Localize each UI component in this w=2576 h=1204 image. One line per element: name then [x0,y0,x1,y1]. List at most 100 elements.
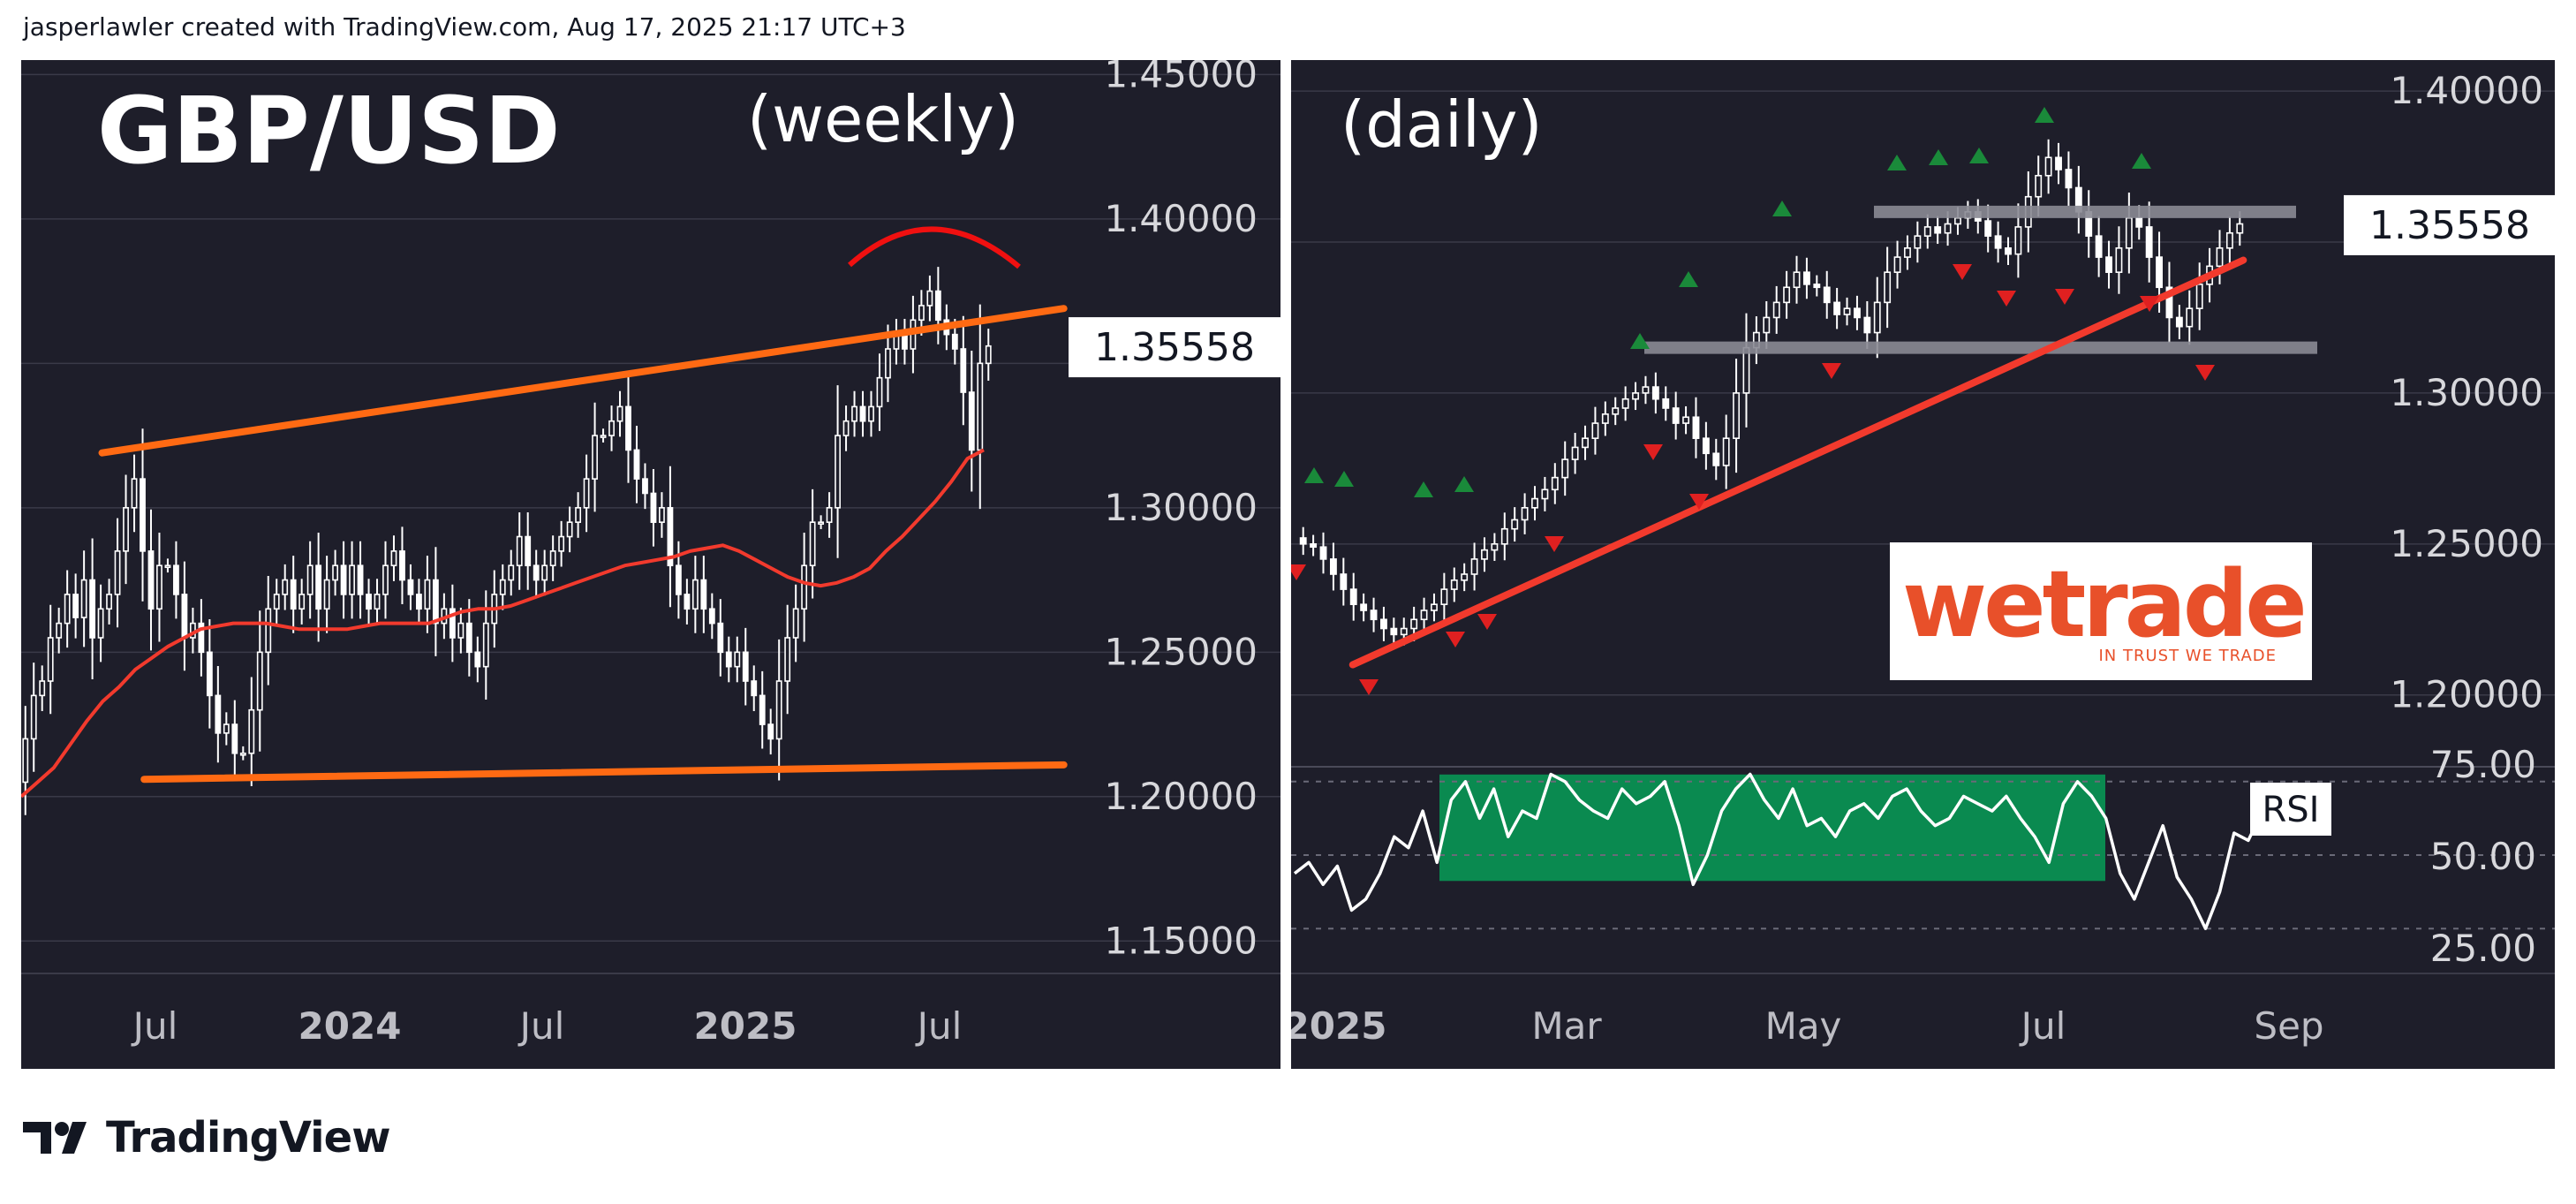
daily-candle [1914,235,1922,249]
daily-candle [2115,247,2123,273]
rsi-tick-label: 25.00 [2430,927,2536,970]
weekly-candle [717,622,724,654]
weekly-candle [700,579,707,610]
weekly-candle [708,608,715,625]
daily-candle [2125,216,2133,249]
rsi-tick-label: 75.00 [2430,743,2536,786]
daily-candle [1410,618,1418,630]
weekly-candle [72,594,79,618]
down-arrow-icon [1446,632,1465,647]
daily-chart-panel[interactable]: 1.400001.350001.300001.250001.20000(dail… [1291,60,2555,1069]
weekly-chart[interactable]: 1.450001.400001.350001.300001.250001.200… [21,60,1280,1069]
weekly-candle [508,564,515,581]
up-arrow-icon [1772,201,1792,216]
daily-candle [1682,416,1690,424]
daily-candle [1380,618,1387,630]
weekly-candle [89,579,96,639]
rsi-label: RSI [2262,790,2320,830]
daily-candle [2216,247,2224,268]
weekly-candle [918,305,925,322]
daily-candle [1420,610,1428,621]
weekly-candle [725,651,732,668]
down-arrow-icon [1291,564,1306,580]
daily-candle [2105,256,2112,273]
weekly-candle [541,564,548,581]
weekly-candle [659,507,665,523]
weekly-candle [934,290,941,322]
x-tick-label: Mar [1531,1004,1602,1048]
daily-candle [1310,543,1318,549]
trendline [1348,256,2247,669]
down-arrow-icon [1545,536,1564,552]
weekly-candle [349,564,355,595]
weekly-candle [575,507,582,523]
daily-candle [1712,452,1720,466]
daily-candle [1984,220,1992,237]
weekly-candle [39,680,46,697]
weekly-candle [625,405,631,451]
weekly-chart-panel[interactable]: 1.450001.400001.350001.300001.250001.200… [21,60,1280,1069]
up-arrow-icon [1630,333,1650,349]
weekly-candle [265,608,272,654]
daily-candle [1783,286,1791,304]
daily-candle [2236,223,2244,234]
weekly-candle [47,637,54,682]
tradingview-logo[interactable]: TradingView [23,1111,391,1164]
weekly-candle [64,594,71,625]
daily-candle [2145,226,2153,258]
weekly-candle [407,579,414,595]
weekly-candle [332,564,339,581]
up-arrow-icon [1887,155,1907,170]
weekly-candle [985,345,992,365]
daily-candle [1662,398,1670,409]
down-arrow-icon [1643,444,1663,460]
daily-candle [2035,175,2043,198]
daily-candle [1571,446,1579,460]
weekly-candle [801,564,808,610]
daily-candle [1481,549,1488,560]
weekly-candle [432,579,439,625]
weekly-candle [123,507,129,552]
weekly-candle [114,550,121,595]
weekly-candle [859,405,866,422]
daily-chart[interactable]: 1.400001.350001.300001.250001.20000(dail… [1291,60,2555,1069]
up-arrow-icon [1304,467,1324,483]
daily-candle [1621,398,1629,409]
weekly-candle [97,608,104,639]
down-arrow-icon [1689,494,1709,510]
daily-candle [1329,558,1337,575]
down-arrow-icon [1359,679,1379,695]
daily-candle [2044,156,2052,177]
daily-candle [1541,488,1549,500]
daily-candle [2195,284,2203,309]
weekly-candle [156,564,162,610]
weekly-candle [173,564,179,595]
weekly-candle [902,333,908,350]
weekly-candle [248,708,255,754]
weekly-candle [223,723,230,734]
daily-candle [1612,407,1620,415]
weekly-candle [164,564,171,569]
weekly-candle [851,405,857,422]
weekly-candle [691,579,699,610]
x-tick-label: Jul [2019,1004,2066,1048]
weekly-candle [675,564,682,595]
weekly-candle [374,594,381,610]
weekly-candle [960,348,967,393]
wetrade-wordmark: wetrade [1902,550,2308,658]
rsi-line [1293,772,2264,930]
daily-candle [1863,316,1871,334]
weekly-candle [742,651,749,682]
up-arrow-icon [1454,476,1474,492]
weekly-candle [198,622,205,654]
y-tick-label: 1.40000 [2390,69,2543,112]
weekly-candle [734,651,741,668]
weekly-candle [600,435,607,438]
weekly-candle [256,651,263,711]
weekly-candle [106,594,112,610]
daily-candle [1561,458,1569,479]
daily-candle [1742,346,1750,394]
up-arrow-icon [1414,481,1433,497]
daily-candle [1873,301,1881,334]
daily-candle [1802,271,1810,285]
